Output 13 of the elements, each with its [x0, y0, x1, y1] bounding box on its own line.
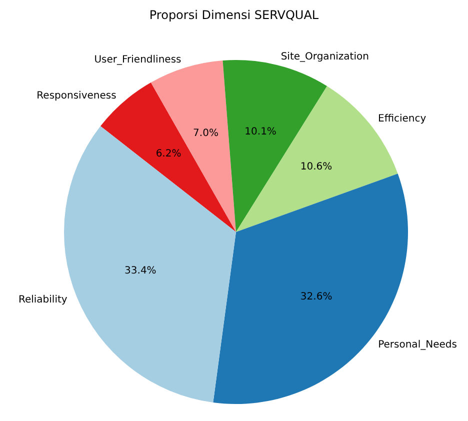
slice-label: User_Friendliness	[94, 54, 182, 66]
data-label: 33.4%	[124, 265, 156, 276]
slice-label: Responsiveness	[36, 90, 116, 102]
data-label: 10.6%	[300, 162, 332, 173]
chart-title: Proporsi Dimensi SERVQUAL	[149, 8, 319, 22]
slice-label: Site_Organization	[280, 52, 369, 63]
slice-label: Reliability	[18, 294, 68, 306]
data-label: 32.6%	[300, 291, 332, 302]
slice-label: Personal_Needs	[378, 340, 457, 351]
data-label: 7.0%	[193, 128, 218, 139]
slice-label: Efficiency	[378, 113, 426, 124]
data-label: 10.1%	[244, 126, 276, 138]
data-label: 6.2%	[156, 148, 182, 160]
